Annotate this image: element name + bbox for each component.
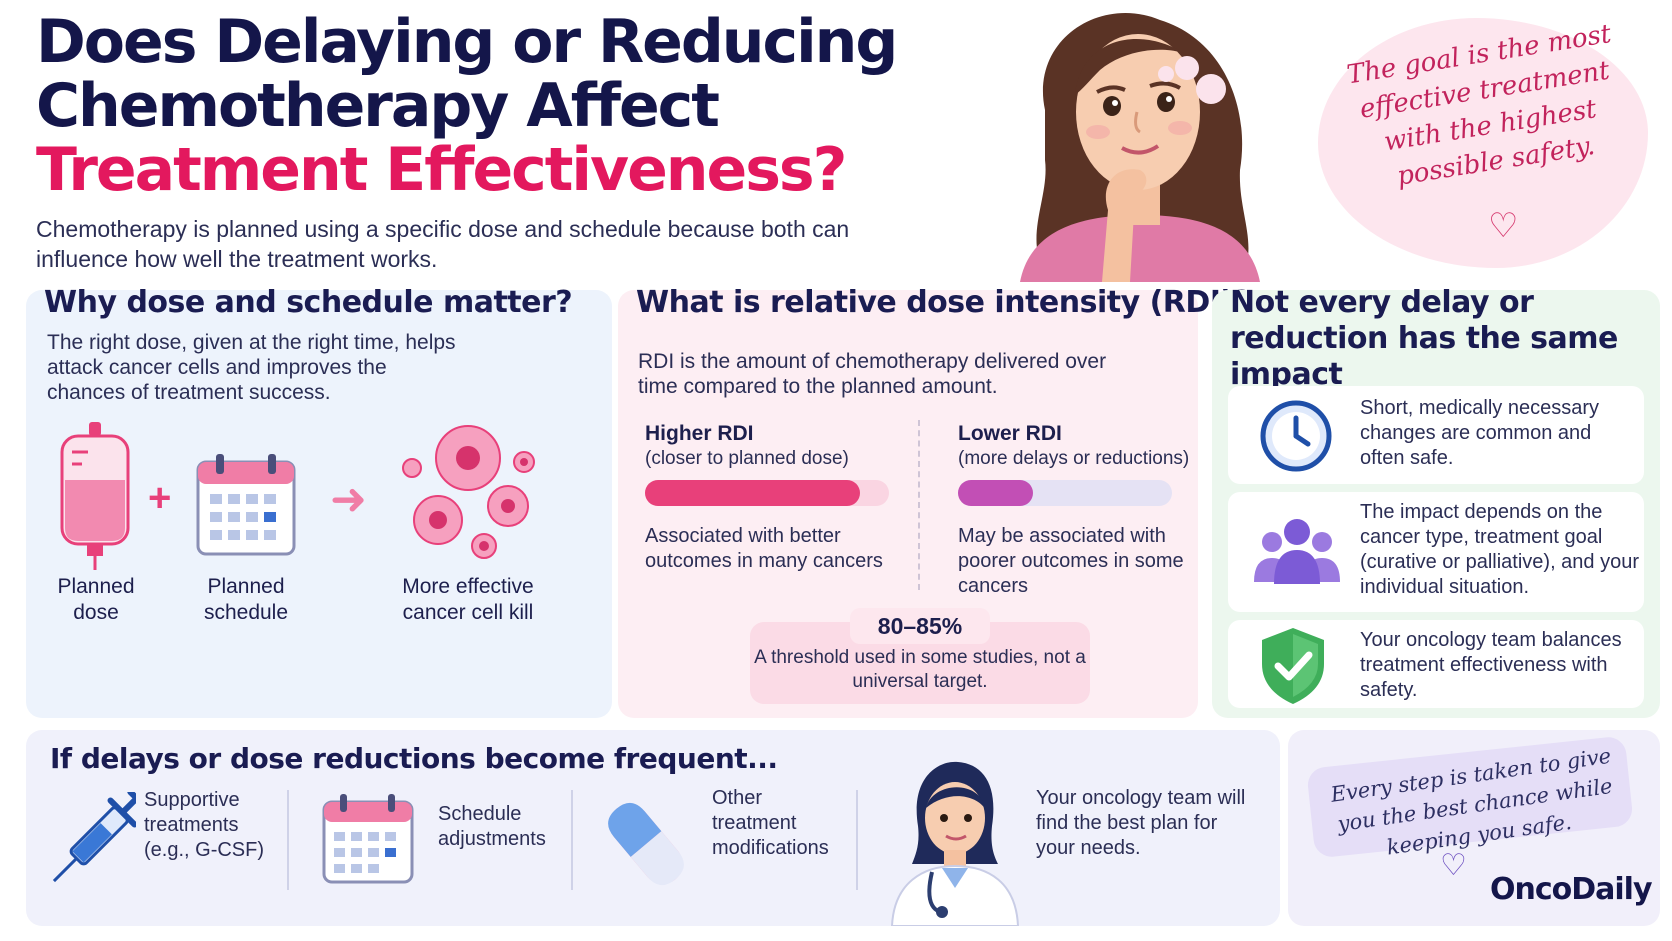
supportive-treatments-text: Supportive treatments (e.g., G-CSF): [144, 789, 265, 861]
plus-sign: +: [148, 476, 172, 520]
separator-1: [287, 790, 289, 890]
cancer-cell-kill-label: More effective cancer cell kill: [402, 575, 534, 624]
thought-dot-large: [1196, 74, 1226, 104]
higher-rdi-bar: [645, 480, 889, 506]
calendar-icon: [196, 452, 296, 561]
doctor-icon: [884, 756, 1024, 931]
page-title: Does Delaying or Reducing Chemotherapy A…: [36, 10, 936, 202]
impact-card-3: Your oncology team balances treatment ef…: [1228, 620, 1644, 708]
pill-icon: [596, 794, 696, 899]
rdi-heading: What is relative dose intensity (RDI)?: [636, 285, 1251, 320]
planned-schedule-label: Planned schedule: [203, 575, 289, 624]
cancer-cells-icon: [398, 416, 548, 571]
thought-dot-small: [1158, 66, 1174, 82]
impact-card-3-text: Your oncology team balances treatment ef…: [1360, 629, 1622, 701]
lower-rdi-subtitle: (more delays or reductions): [958, 448, 1190, 469]
brand-logo: OncoDaily: [1490, 872, 1653, 907]
schedule-adjustments-text: Schedule adjustments: [438, 803, 546, 850]
threshold-text: A threshold used in some studies, not a …: [754, 647, 1086, 692]
dose-schedule-heading: Why dose and schedule matter?: [44, 285, 573, 320]
clock-icon: [1258, 398, 1334, 479]
higher-rdi-title: Higher RDI: [645, 422, 754, 445]
separator-3: [856, 790, 858, 890]
title-line-1: Does Delaying or Reducing: [36, 7, 898, 77]
lower-rdi-title: Lower RDI: [958, 422, 1062, 445]
rdi-body: RDI is the amount of chemotherapy delive…: [638, 350, 1107, 398]
schedule-calendar-icon: [322, 792, 414, 889]
threshold-value: 80–85%: [850, 608, 990, 644]
thought-bubble: [1318, 18, 1648, 268]
oncology-team-text: Your oncology team will find the best pl…: [1036, 787, 1246, 859]
title-line-2: Chemotherapy Affect: [36, 71, 720, 141]
impact-card-1-text: Short, medically necessary changes are c…: [1360, 397, 1599, 469]
planned-dose-label: Planned dose: [57, 575, 135, 624]
threshold-box: 80–85% A threshold used in some studies,…: [750, 608, 1090, 704]
arrow-icon: ➜: [330, 475, 367, 524]
impact-card-2-text: The impact depends on the cancer type, t…: [1360, 501, 1640, 598]
lower-rdi-bar-fill: [958, 480, 1033, 506]
intro-text: Chemotherapy is planned using a specific…: [36, 216, 850, 272]
heart-icon: ♡: [1488, 207, 1519, 245]
iv-bag-icon: [58, 422, 132, 575]
woman-illustration: [990, 0, 1290, 282]
syringe-icon: [44, 788, 147, 903]
rdi-divider: [918, 420, 920, 590]
people-icon: [1252, 516, 1342, 591]
frequent-heading: If delays or dose reductions become freq…: [50, 742, 778, 775]
dose-schedule-body: The right dose, given at the right time,…: [47, 331, 456, 404]
title-line-3: Treatment Effectiveness?: [36, 135, 847, 205]
impact-card-2: The impact depends on the cancer type, t…: [1228, 492, 1644, 612]
impact-heading: Not every delay or reduction has the sam…: [1230, 285, 1618, 392]
higher-rdi-outcome: Associated with better outcomes in many …: [645, 525, 883, 572]
higher-rdi-bar-fill: [645, 480, 860, 506]
lower-rdi-bar: [958, 480, 1172, 506]
separator-2: [571, 790, 573, 890]
lower-rdi-outcome: May be associated with poorer outcomes i…: [958, 525, 1184, 597]
other-modifications-text: Other treatment modifications: [712, 787, 829, 859]
heart-icon: ♡: [1440, 849, 1467, 882]
impact-card-1: Short, medically necessary changes are c…: [1228, 386, 1644, 484]
higher-rdi-subtitle: (closer to planned dose): [645, 448, 849, 469]
thought-dot-medium: [1175, 56, 1199, 80]
shield-check-icon: [1258, 626, 1328, 711]
